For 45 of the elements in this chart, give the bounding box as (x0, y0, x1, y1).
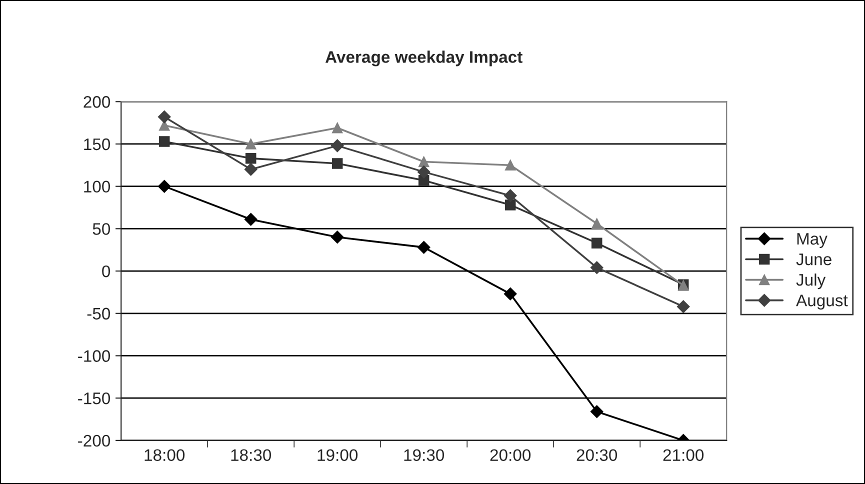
y-tick-label: 100 (84, 180, 110, 193)
point (590, 261, 604, 274)
x-tick-label: 21:00 (663, 449, 704, 462)
point (332, 122, 343, 134)
point (330, 139, 344, 152)
y-tick-label: 200 (84, 96, 110, 108)
legend-label: June (796, 254, 832, 266)
x-tick-label: 18:00 (144, 449, 185, 462)
point (591, 218, 602, 229)
point (245, 138, 256, 150)
point (504, 189, 517, 202)
point (417, 240, 430, 254)
y-tick-label: -150 (78, 392, 110, 404)
y-tick-label: 150 (84, 138, 110, 150)
point (590, 405, 604, 418)
legend-label: May (797, 233, 828, 248)
point (504, 200, 516, 210)
y-tick-label: 50 (92, 223, 110, 235)
y-tick-label: -50 (87, 308, 110, 320)
point (504, 160, 516, 171)
x-tick-label: 19:30 (404, 449, 444, 462)
y-tick-label: -200 (78, 434, 110, 447)
point (418, 175, 430, 186)
point (158, 136, 170, 147)
point (504, 287, 517, 300)
point (158, 110, 171, 124)
x-tick-label: 19:00 (318, 449, 358, 462)
x-tick-label: 20:30 (576, 449, 618, 462)
point (418, 156, 430, 168)
point (245, 153, 256, 164)
point (244, 212, 258, 226)
point (417, 166, 430, 178)
point (591, 238, 602, 248)
legend-label: July (796, 274, 826, 290)
point (676, 300, 690, 314)
point (158, 180, 171, 193)
point (332, 158, 343, 169)
point (244, 162, 258, 176)
point (330, 230, 344, 244)
y-tick-label: -100 (78, 350, 110, 362)
y-tick-label: 0 (102, 265, 110, 278)
x-tick-label: 20:00 (490, 449, 531, 462)
chart-title: Average weekday Impact (325, 50, 522, 66)
x-tick-label: 18:30 (231, 449, 272, 462)
legend-label: August (796, 294, 848, 310)
